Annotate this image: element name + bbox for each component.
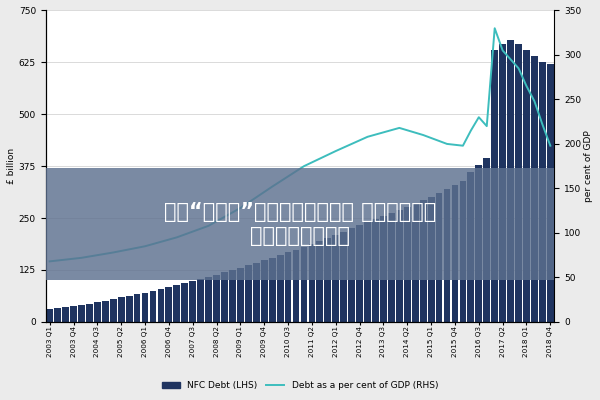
Text: 日内“天地板”行情非法获利过亿 恶意做空已站
到全体股民对立面: 日内“天地板”行情非法获利过亿 恶意做空已站 到全体股民对立面	[164, 202, 436, 246]
Bar	[475, 165, 482, 322]
Bar	[181, 283, 188, 322]
Bar	[118, 298, 125, 322]
Bar	[436, 193, 442, 322]
Bar	[245, 265, 252, 322]
Bar	[523, 50, 530, 322]
Bar	[78, 305, 85, 322]
Bar	[142, 293, 148, 322]
Bar	[134, 294, 140, 322]
Bar	[166, 287, 172, 322]
Bar	[420, 200, 427, 322]
Bar	[293, 250, 299, 322]
Bar	[70, 306, 77, 322]
Bar	[110, 299, 116, 322]
Bar	[443, 189, 451, 322]
Bar	[539, 62, 546, 322]
Bar	[86, 304, 93, 322]
Bar	[126, 296, 133, 322]
Bar	[102, 301, 109, 322]
Bar	[396, 210, 403, 322]
Bar	[197, 279, 204, 322]
Bar	[301, 247, 307, 322]
Bar	[173, 285, 180, 322]
Bar	[547, 64, 554, 322]
Bar	[253, 263, 260, 322]
Bar	[467, 172, 474, 322]
Y-axis label: per cent of GDP: per cent of GDP	[584, 130, 593, 202]
Bar	[428, 197, 434, 322]
Bar	[46, 310, 53, 322]
Bar	[348, 228, 355, 322]
Bar	[491, 50, 498, 322]
Bar	[460, 181, 466, 322]
Bar	[229, 270, 236, 322]
Bar	[316, 241, 323, 322]
Bar	[221, 272, 228, 322]
Bar	[285, 252, 292, 322]
Bar	[190, 281, 196, 322]
Bar	[261, 260, 268, 322]
Bar	[452, 185, 458, 322]
Bar	[372, 219, 379, 322]
Bar	[325, 238, 331, 322]
Bar	[380, 216, 387, 322]
Bar	[205, 277, 212, 322]
Bar	[412, 204, 419, 322]
Bar	[332, 235, 339, 322]
Bar	[94, 302, 101, 322]
Bar	[269, 258, 275, 322]
Y-axis label: £ billion: £ billion	[7, 148, 16, 184]
Bar	[237, 268, 244, 322]
Bar	[277, 255, 284, 322]
Bar	[388, 213, 395, 322]
Bar	[499, 44, 506, 322]
Bar	[308, 244, 315, 322]
Bar	[149, 291, 157, 322]
Bar	[484, 158, 490, 322]
Bar	[364, 222, 371, 322]
Bar	[340, 232, 347, 322]
Legend: NFC Debt (LHS), Debt as a per cent of GDP (RHS): NFC Debt (LHS), Debt as a per cent of GD…	[158, 377, 442, 394]
Bar	[213, 275, 220, 322]
Bar	[404, 207, 410, 322]
Bar	[158, 289, 164, 322]
Bar	[62, 307, 69, 322]
Bar	[507, 40, 514, 322]
Bar	[515, 44, 522, 322]
Bar	[356, 225, 363, 322]
Bar	[54, 308, 61, 322]
Bar	[531, 56, 538, 322]
